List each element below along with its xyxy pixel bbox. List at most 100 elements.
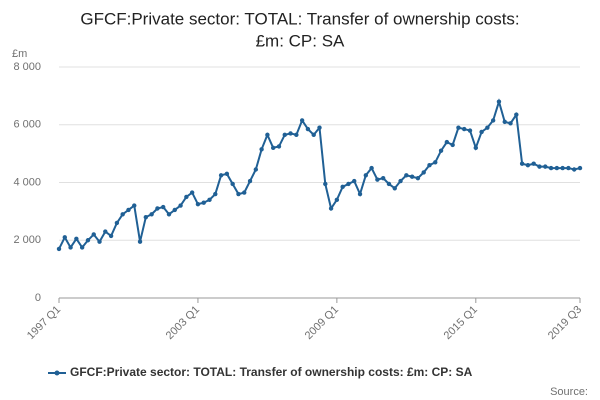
series-line xyxy=(58,98,581,250)
point xyxy=(392,186,397,191)
y-tick-label: 4 000 xyxy=(13,176,41,188)
point xyxy=(56,246,62,252)
y-tick-label: 6 000 xyxy=(13,119,41,131)
point xyxy=(560,165,565,171)
point xyxy=(276,144,282,149)
x-tick-label: 2003 Q1 xyxy=(164,304,202,342)
point xyxy=(317,125,322,130)
point xyxy=(161,204,166,210)
point xyxy=(433,160,438,165)
point xyxy=(496,99,502,104)
chart-title: £m: CP: SA xyxy=(256,31,345,50)
point xyxy=(259,147,264,152)
point xyxy=(149,212,154,217)
point xyxy=(311,132,316,138)
point xyxy=(340,184,345,190)
point xyxy=(172,207,177,213)
x-tick-label: 2015 Q1 xyxy=(442,304,480,342)
point xyxy=(74,236,79,242)
point xyxy=(288,131,293,136)
point xyxy=(421,170,426,175)
point xyxy=(369,165,374,171)
point xyxy=(236,191,241,197)
point xyxy=(114,220,120,226)
point xyxy=(270,145,276,151)
point xyxy=(213,191,218,197)
chart-title: GFCF:Private sector: TOTAL: Transfer of … xyxy=(80,9,519,28)
point xyxy=(485,125,490,130)
point xyxy=(108,233,114,239)
point xyxy=(207,197,212,203)
point xyxy=(537,164,542,169)
point xyxy=(490,118,496,123)
point xyxy=(247,178,253,184)
point xyxy=(467,128,473,133)
y-axis-label: £m xyxy=(12,48,27,60)
point xyxy=(514,112,519,117)
point xyxy=(184,194,189,200)
point xyxy=(375,177,380,182)
point xyxy=(195,201,201,207)
point xyxy=(218,173,224,178)
point xyxy=(62,235,67,240)
point xyxy=(386,181,392,187)
point xyxy=(299,118,305,123)
point xyxy=(438,148,444,153)
point xyxy=(68,245,73,250)
point xyxy=(525,162,531,168)
point xyxy=(415,175,421,181)
legend-label: GFCF:Private sector: TOTAL: Transfer of … xyxy=(70,365,473,379)
point xyxy=(479,129,484,135)
point xyxy=(91,232,96,237)
point xyxy=(456,125,461,130)
point xyxy=(363,173,369,178)
point xyxy=(97,239,102,244)
point xyxy=(201,200,206,205)
point xyxy=(572,167,577,172)
point xyxy=(242,190,247,195)
x-tick-label: 2019 Q3 xyxy=(546,304,584,342)
point xyxy=(548,165,554,171)
point xyxy=(253,167,259,172)
point xyxy=(120,212,125,217)
point xyxy=(357,191,363,197)
point xyxy=(427,162,432,168)
point xyxy=(166,212,172,217)
x-tick-label: 2009 Q1 xyxy=(303,304,341,342)
y-tick-label: 2 000 xyxy=(13,234,41,246)
point xyxy=(143,214,149,220)
point xyxy=(380,175,386,181)
source: Source: xyxy=(550,386,588,398)
point xyxy=(137,239,143,244)
point xyxy=(178,203,183,208)
point xyxy=(409,174,415,179)
point xyxy=(502,119,507,125)
point xyxy=(282,132,287,138)
point xyxy=(328,206,334,211)
point xyxy=(334,197,340,203)
point xyxy=(462,126,467,132)
point xyxy=(566,165,571,171)
point xyxy=(224,171,230,177)
point xyxy=(508,121,513,126)
point xyxy=(577,165,583,171)
point xyxy=(155,206,160,211)
point xyxy=(189,190,195,195)
point xyxy=(85,238,91,243)
point xyxy=(305,126,311,132)
point xyxy=(294,132,299,138)
point xyxy=(450,142,455,148)
point xyxy=(404,173,409,178)
x-tick-label: 1997 Q1 xyxy=(25,304,63,342)
point xyxy=(352,178,357,184)
point xyxy=(323,181,328,187)
point xyxy=(346,181,351,187)
point xyxy=(126,207,131,213)
point xyxy=(444,139,450,145)
point xyxy=(79,245,85,250)
point xyxy=(473,145,478,151)
y-tick-label: 0 xyxy=(35,292,41,304)
point xyxy=(519,161,525,166)
point xyxy=(230,181,235,187)
